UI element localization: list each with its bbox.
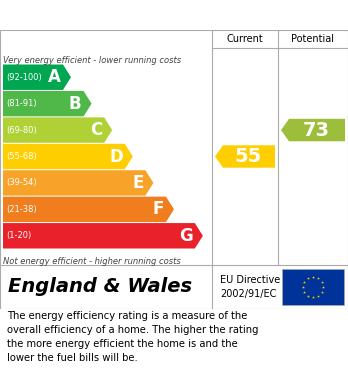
Text: F: F (153, 200, 164, 218)
Text: E: E (132, 174, 143, 192)
Text: D: D (109, 147, 123, 165)
Polygon shape (3, 91, 92, 117)
Text: (21-38): (21-38) (6, 205, 37, 214)
Polygon shape (3, 197, 174, 222)
Text: (81-91): (81-91) (6, 99, 37, 108)
Text: (39-54): (39-54) (6, 178, 37, 187)
Text: The energy efficiency rating is a measure of the
overall efficiency of a home. T: The energy efficiency rating is a measur… (7, 312, 259, 364)
Text: 55: 55 (234, 147, 262, 166)
Text: Potential: Potential (292, 34, 334, 44)
Polygon shape (3, 65, 71, 90)
Text: Not energy efficient - higher running costs: Not energy efficient - higher running co… (3, 257, 181, 266)
Text: B: B (69, 95, 81, 113)
Text: G: G (179, 227, 193, 245)
Text: C: C (90, 121, 102, 139)
Text: (69-80): (69-80) (6, 126, 37, 135)
Text: (55-68): (55-68) (6, 152, 37, 161)
Polygon shape (3, 117, 112, 143)
Text: EU Directive: EU Directive (220, 275, 280, 285)
Polygon shape (3, 170, 153, 196)
Text: 73: 73 (302, 120, 330, 140)
Text: Very energy efficient - lower running costs: Very energy efficient - lower running co… (3, 56, 181, 65)
Text: (92-100): (92-100) (6, 73, 42, 82)
Bar (282, 269, 344, 305)
Text: Current: Current (227, 34, 263, 44)
Text: (1-20): (1-20) (6, 231, 31, 240)
Text: Energy Efficiency Rating: Energy Efficiency Rating (9, 7, 219, 23)
Polygon shape (281, 119, 345, 141)
Text: A: A (48, 68, 61, 86)
Text: 2002/91/EC: 2002/91/EC (220, 289, 276, 299)
Polygon shape (215, 145, 275, 168)
Polygon shape (3, 223, 203, 249)
Text: England & Wales: England & Wales (8, 278, 192, 296)
Polygon shape (3, 144, 133, 169)
